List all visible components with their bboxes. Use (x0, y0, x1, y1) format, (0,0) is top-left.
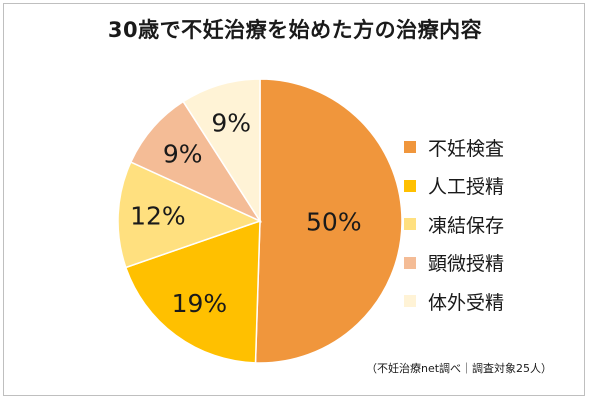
chart-legend: 不妊検査人工授精凍結保存顕微授精体外受精 (404, 128, 504, 321)
slice-label-fushin-kensa: 50% (306, 208, 362, 237)
chart-title: 30歳で不妊治療を始めた方の治療内容 (107, 18, 483, 42)
legend-swatch-fushin-kensa (404, 141, 416, 154)
legend-label-taigai-jusei: 体外受精 (428, 291, 505, 314)
slice-label-kenbi-jusei: 9% (163, 140, 203, 169)
slice-label-toketsu-hozon: 12% (130, 202, 186, 231)
legend-swatch-toketsu-hozon (404, 218, 416, 231)
legend-item-fushin-kensa: 不妊検査 (404, 128, 504, 167)
pie-slice-taigai-jusei (182, 78, 261, 224)
legend-label-fushin-kensa: 不妊検査 (428, 137, 505, 160)
legend-item-taigai-jusei: 体外受精 (404, 282, 504, 321)
legend-label-toketsu-hozon: 凍結保存 (428, 214, 505, 237)
slice-label-jinko-jusei: 19% (172, 289, 228, 318)
legend-swatch-kenbi-jusei (404, 256, 416, 269)
slice-label-taigai-jusei: 9% (211, 108, 251, 137)
legend-label-kenbi-jusei: 顕微授精 (428, 253, 505, 276)
legend-item-kenbi-jusei: 顕微授精 (404, 244, 504, 283)
legend-item-jinko-jusei: 人工授精 (404, 167, 504, 206)
pie-slice-kenbi-jusei (129, 100, 263, 223)
pie-slice-fushin-kensa (254, 78, 403, 364)
legend-label-jinko-jusei: 人工授精 (428, 176, 505, 199)
legend-item-toketsu-hozon: 凍結保存 (404, 205, 504, 244)
source-note: （不妊治療net調べ｜調査対象25人） (366, 362, 553, 375)
legend-swatch-jinko-jusei (404, 179, 416, 192)
pie-slice-toketsu-hozon (117, 161, 263, 269)
legend-swatch-taigai-jusei (404, 295, 416, 308)
